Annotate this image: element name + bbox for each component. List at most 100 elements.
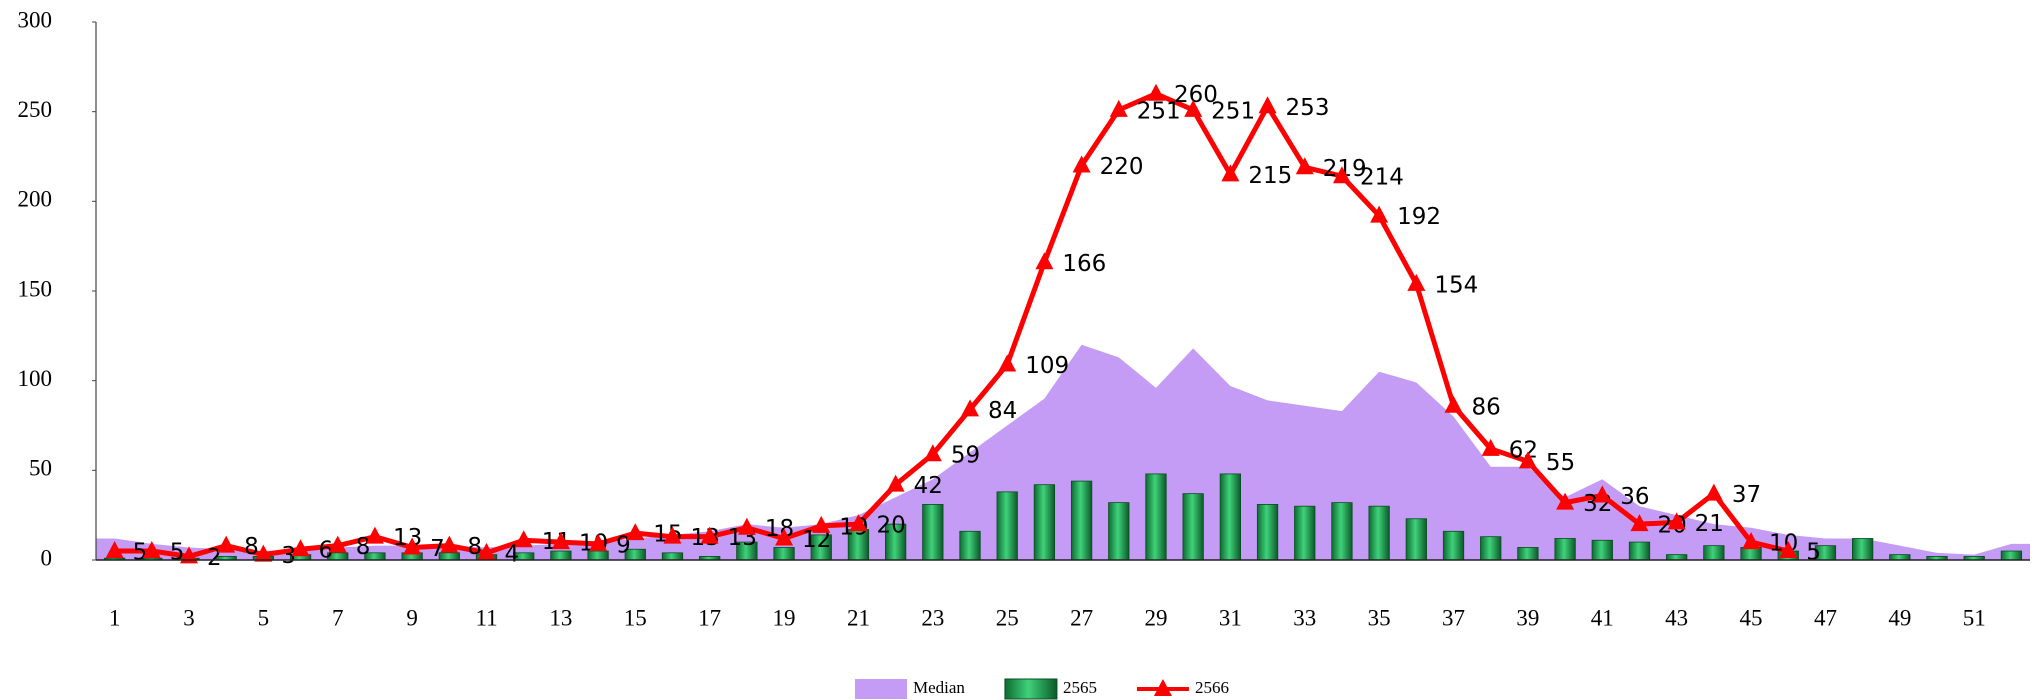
marker <box>1407 273 1426 291</box>
x-tick-label: 17 <box>698 605 721 630</box>
marker <box>328 535 347 553</box>
x-tick-label: 31 <box>1219 605 1242 630</box>
data-label: 220 <box>1100 154 1144 180</box>
marker <box>663 526 682 544</box>
data-label: 6 <box>319 538 334 564</box>
data-label: 59 <box>951 443 980 469</box>
bar <box>1294 505 1316 561</box>
bar <box>1628 541 1651 561</box>
marker <box>923 444 942 462</box>
bar <box>1368 505 1390 561</box>
data-label: 5 <box>1806 540 1821 566</box>
data-label: 8 <box>467 534 482 560</box>
marker <box>551 532 570 550</box>
marker <box>514 530 533 548</box>
x-tick-label: 1 <box>109 605 121 630</box>
marker <box>886 474 905 492</box>
x-tick-label: 9 <box>406 605 418 630</box>
data-label: 55 <box>1546 450 1575 476</box>
marker <box>1184 99 1203 117</box>
bar <box>1554 538 1576 561</box>
bar <box>1070 480 1093 561</box>
marker <box>403 537 422 555</box>
marker <box>1332 166 1351 184</box>
bar <box>2000 550 2023 561</box>
bar <box>1889 554 1911 561</box>
bar <box>959 530 981 561</box>
marker <box>1556 492 1575 510</box>
legend-label: 2565 <box>1063 678 1097 697</box>
data-label: 8 <box>356 534 371 560</box>
marker <box>1035 252 1054 270</box>
marker <box>589 533 608 551</box>
line <box>114 91 1789 559</box>
x-tick-label: 35 <box>1368 605 1391 630</box>
bar <box>1033 484 1056 561</box>
x-tick-label: 11 <box>475 605 497 630</box>
y-tick-label: 300 <box>18 7 53 32</box>
bar <box>1740 547 1762 561</box>
x-tick-label: 19 <box>773 605 796 630</box>
data-label: 84 <box>988 398 1017 424</box>
data-label: 166 <box>1062 251 1106 277</box>
marker <box>217 535 236 553</box>
x-tick-label: 7 <box>332 605 344 630</box>
data-label: 20 <box>876 513 905 539</box>
bar <box>773 547 795 561</box>
bar <box>1108 502 1130 561</box>
bar <box>1442 530 1465 561</box>
x-tick-label: 5 <box>258 605 270 630</box>
x-tick-label: 21 <box>847 605 870 630</box>
marker <box>1518 451 1537 469</box>
marker <box>812 515 831 533</box>
marker <box>1630 514 1649 532</box>
bar <box>1852 538 1874 561</box>
legend-swatch <box>1004 678 1058 700</box>
x-tick-label: 49 <box>1888 605 1911 630</box>
data-label: 251 <box>1211 98 1255 124</box>
marker <box>1370 205 1389 223</box>
x-tick-label: 33 <box>1293 605 1316 630</box>
x-tick-label: 23 <box>921 605 944 630</box>
data-label: 253 <box>1286 95 1330 121</box>
data-label: 5 <box>170 540 185 566</box>
marker <box>626 523 645 541</box>
x-tick-label: 45 <box>1740 605 1763 630</box>
marker <box>1667 512 1686 530</box>
marker <box>440 535 459 553</box>
y-tick-label: 100 <box>18 366 53 391</box>
legend-label: Median <box>913 678 965 697</box>
bar <box>996 491 1018 561</box>
bar <box>1331 502 1353 561</box>
marker <box>998 354 1017 372</box>
y-tick-label: 150 <box>18 276 53 301</box>
x-tick-label: 37 <box>1442 605 1465 630</box>
marker <box>849 514 868 532</box>
marker <box>291 539 310 557</box>
data-label: 37 <box>1732 482 1761 508</box>
y-tick-label: 0 <box>41 545 53 570</box>
data-label: 7 <box>430 536 445 562</box>
data-label: 3 <box>281 543 296 569</box>
marker <box>365 526 384 544</box>
legend-swatch <box>855 679 907 699</box>
x-tick-label: 39 <box>1516 605 1539 630</box>
bar <box>1591 539 1613 561</box>
bar <box>922 504 944 561</box>
data-label: 215 <box>1248 163 1292 189</box>
area <box>96 344 2030 560</box>
marker <box>1779 541 1798 559</box>
data-label: 15 <box>653 522 682 548</box>
bar <box>661 552 684 561</box>
bar <box>1145 473 1167 561</box>
marker <box>1481 438 1500 456</box>
x-tick-label: 51 <box>1963 605 1986 630</box>
marker <box>1704 483 1723 501</box>
marker <box>961 399 980 417</box>
data-label: 214 <box>1360 165 1404 191</box>
marker <box>1295 157 1314 175</box>
legend-label: 2566 <box>1195 678 1229 697</box>
bar <box>1405 518 1427 561</box>
marker <box>700 526 719 544</box>
